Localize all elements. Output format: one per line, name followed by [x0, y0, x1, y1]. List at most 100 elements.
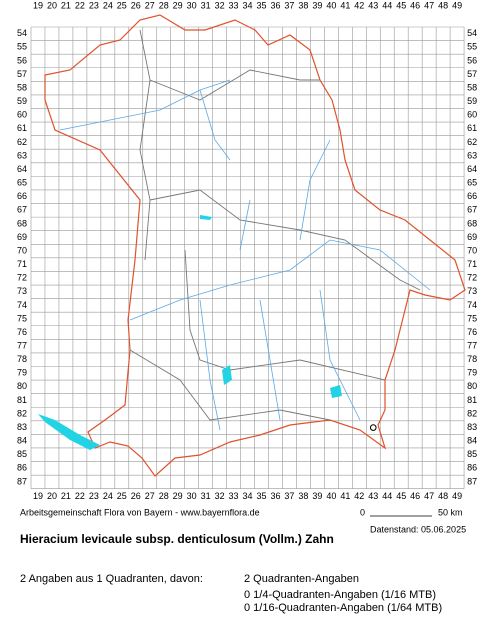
- row-label: 71: [17, 259, 27, 269]
- bavaria-border: [44, 14, 466, 477]
- column-label: 33: [229, 0, 239, 10]
- stats-line: 0 1/4-Quadranten-Angaben (1/16 MTB): [244, 589, 436, 601]
- column-label: 21: [61, 491, 71, 501]
- row-label: 69: [17, 232, 27, 242]
- row-label: 67: [17, 205, 27, 215]
- row-label: 60: [467, 110, 477, 120]
- column-label: 28: [159, 0, 169, 10]
- column-label: 43: [368, 491, 378, 501]
- column-label: 20: [47, 0, 57, 10]
- row-label: 74: [467, 300, 477, 310]
- column-label: 27: [145, 491, 155, 501]
- row-label: 81: [17, 395, 27, 405]
- column-label: 21: [61, 0, 71, 10]
- column-label: 37: [284, 0, 294, 10]
- row-label: 83: [17, 422, 27, 432]
- row-label: 70: [467, 245, 477, 255]
- row-label: 82: [467, 408, 477, 418]
- column-label: 36: [270, 491, 280, 501]
- row-label: 62: [467, 137, 477, 147]
- row-label: 77: [17, 341, 27, 351]
- row-label: 72: [17, 273, 27, 283]
- column-label: 46: [410, 0, 420, 10]
- row-label: 80: [17, 381, 27, 391]
- row-label: 58: [467, 82, 477, 92]
- row-label: 75: [17, 313, 27, 323]
- column-label: 49: [452, 491, 462, 501]
- row-label: 87: [17, 476, 27, 486]
- column-label: 19: [33, 491, 43, 501]
- row-label: 62: [17, 137, 27, 147]
- column-label: 32: [215, 0, 225, 10]
- credit: Arbeitsgemeinschaft Flora von Bayern - w…: [20, 507, 260, 517]
- lakes: [38, 215, 342, 450]
- column-label: 24: [103, 0, 113, 10]
- column-label: 35: [256, 0, 266, 10]
- row-label: 69: [467, 232, 477, 242]
- row-label: 82: [17, 408, 27, 418]
- column-label: 22: [75, 491, 85, 501]
- row-label: 61: [467, 123, 477, 133]
- column-label: 39: [312, 491, 322, 501]
- row-label: 79: [17, 368, 27, 378]
- row-label: 74: [17, 300, 27, 310]
- column-label: 19: [33, 0, 43, 10]
- column-label: 47: [424, 0, 434, 10]
- column-label: 44: [382, 0, 392, 10]
- column-label: 26: [131, 0, 141, 10]
- row-label: 64: [467, 164, 477, 174]
- column-label: 43: [368, 0, 378, 10]
- column-label: 34: [243, 491, 253, 501]
- row-label: 68: [467, 218, 477, 228]
- column-label: 40: [326, 0, 336, 10]
- stats-summary: 2 Angaben aus 1 Quadranten, davon:: [20, 573, 203, 585]
- row-label: 55: [467, 42, 477, 52]
- column-label: 48: [438, 0, 448, 10]
- column-label: 42: [354, 491, 364, 501]
- row-label: 86: [467, 463, 477, 473]
- column-label: 29: [173, 491, 183, 501]
- record-marker: [369, 424, 377, 431]
- column-label: 29: [173, 0, 183, 10]
- column-label: 22: [75, 0, 85, 10]
- column-label: 41: [340, 0, 350, 10]
- column-label: 23: [89, 491, 99, 501]
- row-label: 58: [17, 82, 27, 92]
- column-label: 41: [340, 491, 350, 501]
- row-label: 54: [17, 28, 27, 38]
- row-label: 71: [467, 259, 477, 269]
- row-label: 63: [467, 150, 477, 160]
- column-label: 40: [326, 491, 336, 501]
- column-label: 33: [229, 491, 239, 501]
- row-label: 73: [467, 286, 477, 296]
- row-label: 61: [17, 123, 27, 133]
- row-label: 59: [467, 96, 477, 106]
- row-label: 83: [467, 422, 477, 432]
- row-label: 76: [467, 327, 477, 337]
- column-label: 30: [187, 491, 197, 501]
- column-label: 36: [270, 0, 280, 10]
- column-label: 39: [312, 0, 322, 10]
- column-label: 44: [382, 491, 392, 501]
- column-label: 34: [243, 0, 253, 10]
- row-label: 75: [467, 313, 477, 323]
- column-label: 47: [424, 491, 434, 501]
- row-label: 64: [17, 164, 27, 174]
- column-label: 28: [159, 491, 169, 501]
- date: Datenstand: 05.06.2025: [370, 524, 466, 534]
- row-label: 76: [17, 327, 27, 337]
- stats-line: 2 Quadranten-Angaben: [244, 573, 359, 585]
- row-label: 59: [17, 96, 27, 106]
- column-label: 35: [256, 491, 266, 501]
- row-label: 66: [467, 191, 477, 201]
- column-label: 23: [89, 0, 99, 10]
- row-label: 57: [467, 69, 477, 79]
- column-label: 24: [103, 491, 113, 501]
- row-label: 85: [467, 449, 477, 459]
- column-label: 48: [438, 491, 448, 501]
- column-label: 46: [410, 491, 420, 501]
- row-label: 84: [17, 436, 27, 446]
- row-label: 70: [17, 245, 27, 255]
